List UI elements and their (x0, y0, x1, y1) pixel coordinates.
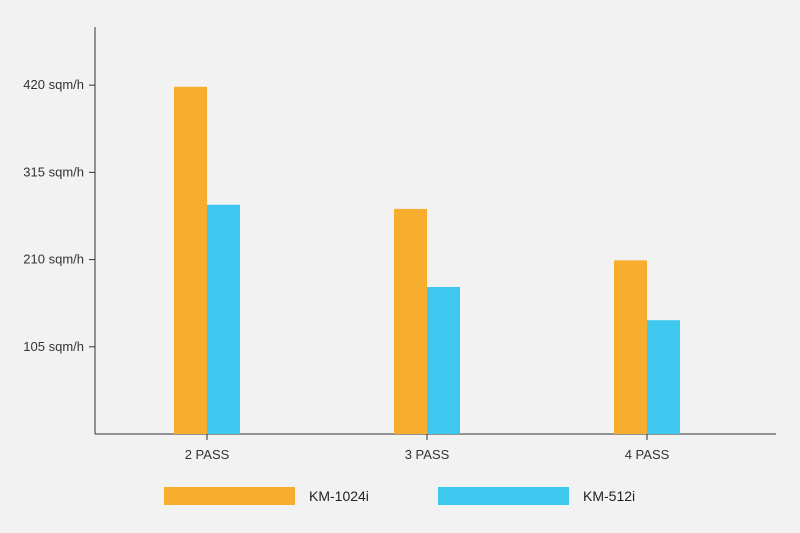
x-tick-label: 4 PASS (625, 447, 670, 462)
y-tick-label: 315 sqm/h (23, 164, 84, 179)
y-tick-label: 210 sqm/h (23, 252, 84, 267)
bar-km-512i-3-pass (427, 286, 460, 434)
y-tick-label: 420 sqm/h (23, 77, 84, 92)
legend-label: KM-1024i (309, 488, 369, 504)
bar-km-512i-2-pass (207, 204, 240, 434)
bar-km-1024i-4-pass (614, 260, 647, 434)
bar-km-1024i-3-pass (394, 208, 427, 434)
y-axis: 105 sqm/h 210 sqm/h 315 sqm/h 420 sqm/h (23, 27, 96, 434)
legend-label: KM-512i (583, 488, 635, 504)
legend-swatch (164, 487, 295, 505)
bar-km-512i-4-pass (647, 320, 680, 434)
y-tick-label: 105 sqm/h (23, 339, 84, 354)
x-tick-label: 2 PASS (185, 447, 230, 462)
legend: KM-1024i KM-512i (164, 487, 635, 505)
x-tick-label: 3 PASS (405, 447, 450, 462)
x-axis: 2 PASS 3 PASS 4 PASS (95, 433, 776, 462)
bars (174, 86, 680, 435)
bar-km-1024i-2-pass (174, 86, 207, 435)
legend-swatch (438, 487, 569, 505)
